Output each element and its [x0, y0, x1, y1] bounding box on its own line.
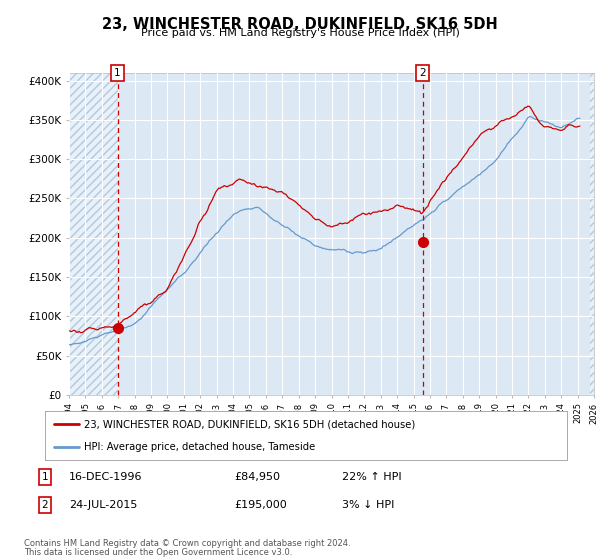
- Text: £84,950: £84,950: [234, 472, 280, 482]
- Text: This data is licensed under the Open Government Licence v3.0.: This data is licensed under the Open Gov…: [24, 548, 292, 557]
- Text: Contains HM Land Registry data © Crown copyright and database right 2024.: Contains HM Land Registry data © Crown c…: [24, 539, 350, 548]
- Text: 1: 1: [41, 472, 49, 482]
- Text: 22% ↑ HPI: 22% ↑ HPI: [342, 472, 401, 482]
- Text: HPI: Average price, detached house, Tameside: HPI: Average price, detached house, Tame…: [84, 442, 316, 452]
- Bar: [69, 73, 118, 395]
- Text: Price paid vs. HM Land Registry's House Price Index (HPI): Price paid vs. HM Land Registry's House …: [140, 28, 460, 38]
- Text: £195,000: £195,000: [234, 500, 287, 510]
- Text: 23, WINCHESTER ROAD, DUKINFIELD, SK16 5DH (detached house): 23, WINCHESTER ROAD, DUKINFIELD, SK16 5D…: [84, 419, 415, 430]
- Text: 3% ↓ HPI: 3% ↓ HPI: [342, 500, 394, 510]
- Text: 16-DEC-1996: 16-DEC-1996: [69, 472, 143, 482]
- Text: 24-JUL-2015: 24-JUL-2015: [69, 500, 137, 510]
- Bar: [69, 73, 118, 395]
- Text: 23, WINCHESTER ROAD, DUKINFIELD, SK16 5DH: 23, WINCHESTER ROAD, DUKINFIELD, SK16 5D…: [102, 17, 498, 32]
- Text: 2: 2: [41, 500, 49, 510]
- Bar: [590, 73, 594, 395]
- Bar: [590, 73, 594, 395]
- Text: 1: 1: [114, 68, 121, 78]
- Text: 2: 2: [419, 68, 426, 78]
